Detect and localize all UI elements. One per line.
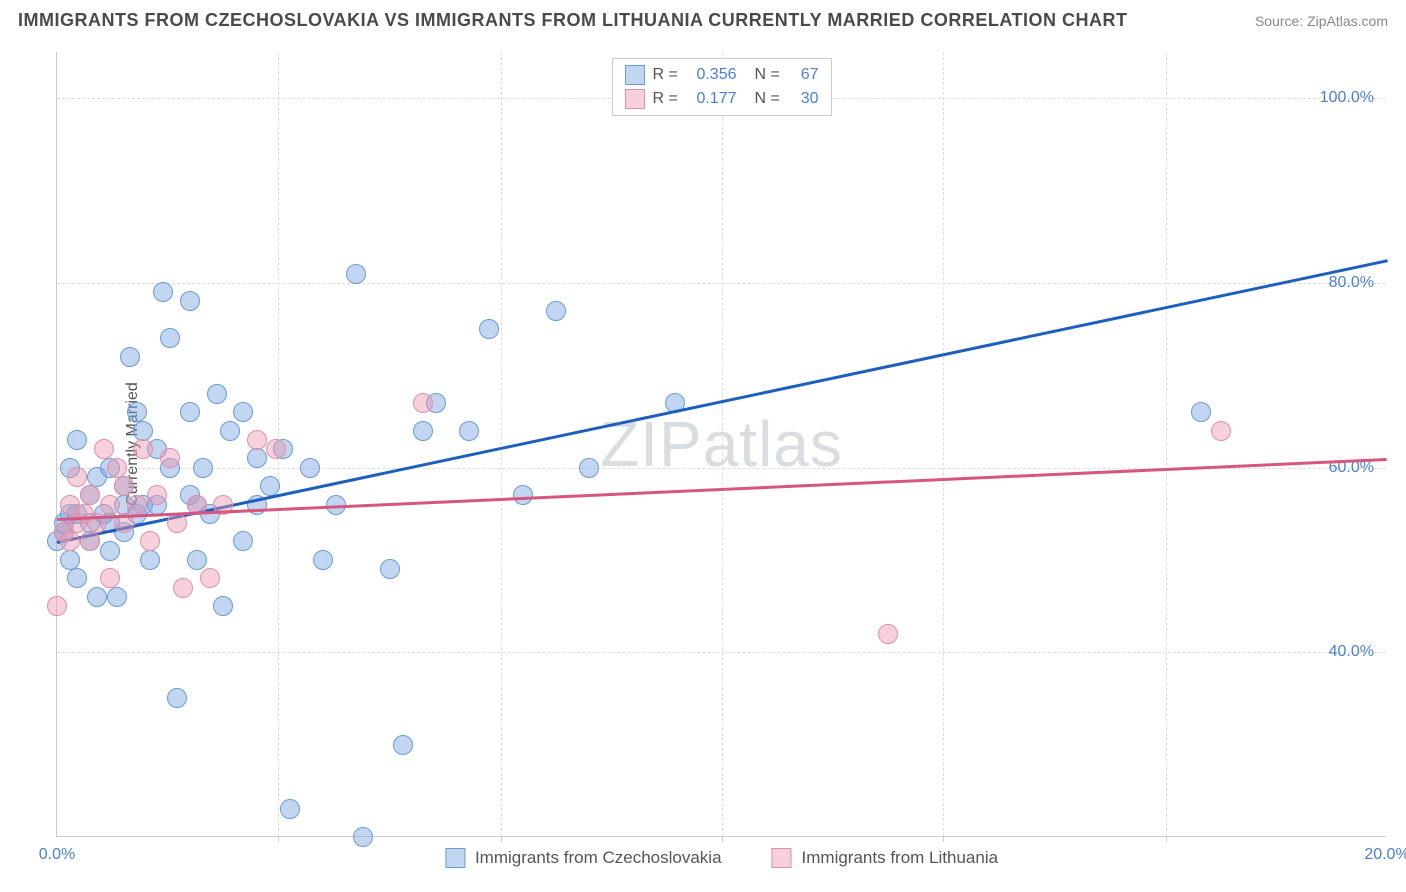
scatter-point (133, 439, 153, 459)
scatter-point (187, 550, 207, 570)
scatter-point (114, 476, 134, 496)
scatter-point (47, 596, 67, 616)
scatter-point (200, 568, 220, 588)
scatter-point (280, 799, 300, 819)
x-tick (278, 836, 279, 842)
scatter-point (213, 596, 233, 616)
scatter-point (180, 291, 200, 311)
legend-item: Immigrants from Lithuania (772, 848, 999, 868)
series-legend: Immigrants from Czechoslovakia Immigrants… (445, 848, 998, 868)
scatter-point (100, 568, 120, 588)
y-tick-label: 100.0% (1320, 89, 1374, 107)
scatter-point (67, 467, 87, 487)
legend-n-value: 30 (791, 90, 819, 108)
scatter-point (513, 485, 533, 505)
scatter-point (247, 448, 267, 468)
scatter-point (353, 827, 373, 847)
scatter-point (220, 421, 240, 441)
gridline-vertical (943, 52, 944, 836)
gridline-vertical (501, 52, 502, 836)
x-tick-label: 20.0% (1364, 846, 1406, 864)
scatter-point (479, 319, 499, 339)
legend-label: Immigrants from Czechoslovakia (475, 848, 722, 868)
scatter-point (413, 393, 433, 413)
scatter-point (1191, 402, 1211, 422)
legend-row: R = 0.356 N = 67 (625, 63, 819, 87)
x-tick (1166, 836, 1167, 842)
scatter-point (67, 568, 87, 588)
source-label: Source: ZipAtlas.com (1255, 13, 1388, 29)
scatter-point (233, 531, 253, 551)
legend-n-label: N = (755, 66, 783, 84)
legend-swatch (625, 65, 645, 85)
legend-swatch (625, 89, 645, 109)
y-tick-label: 80.0% (1329, 274, 1374, 292)
scatter-point (87, 587, 107, 607)
legend-r-label: R = (653, 66, 681, 84)
scatter-point (67, 430, 87, 450)
legend-row: R = 0.177 N = 30 (625, 87, 819, 111)
gridline-vertical (722, 52, 723, 836)
scatter-point (140, 531, 160, 551)
scatter-point (459, 421, 479, 441)
scatter-point (100, 495, 120, 515)
legend-n-label: N = (755, 90, 783, 108)
scatter-point (579, 458, 599, 478)
scatter-point (380, 559, 400, 579)
scatter-point (160, 328, 180, 348)
x-tick (943, 836, 944, 842)
scatter-point (260, 476, 280, 496)
scatter-point (167, 688, 187, 708)
scatter-point (313, 550, 333, 570)
gridline-vertical (1166, 52, 1167, 836)
legend-r-label: R = (653, 90, 681, 108)
scatter-point (266, 439, 286, 459)
scatter-point (107, 458, 127, 478)
scatter-point (207, 384, 227, 404)
x-tick (722, 836, 723, 842)
scatter-point (80, 485, 100, 505)
scatter-point (413, 421, 433, 441)
legend-r-value: 0.177 (689, 90, 737, 108)
chart-area: Currently Married ZIPatlas R =0.356N =67… (56, 52, 1386, 837)
scatter-point (193, 458, 213, 478)
scatter-point (160, 448, 180, 468)
legend-swatch (445, 848, 465, 868)
header: IMMIGRANTS FROM CZECHOSLOVAKIA VS IMMIGR… (0, 0, 1406, 37)
scatter-point (127, 495, 147, 515)
scatter-point (94, 439, 114, 459)
scatter-point (60, 531, 80, 551)
scatter-point (233, 402, 253, 422)
scatter-point (60, 550, 80, 570)
scatter-point (247, 430, 267, 450)
legend-swatch (772, 848, 792, 868)
scatter-point (133, 421, 153, 441)
scatter-point (100, 541, 120, 561)
x-tick-label: 0.0% (39, 846, 75, 864)
x-tick (501, 836, 502, 842)
scatter-point (140, 550, 160, 570)
scatter-point (120, 347, 140, 367)
scatter-point (393, 735, 413, 755)
scatter-point (107, 587, 127, 607)
scatter-point (173, 578, 193, 598)
legend-label: Immigrants from Lithuania (802, 848, 999, 868)
scatter-point (878, 624, 898, 644)
scatter-point (167, 513, 187, 533)
correlation-legend: R = 0.356 N = 67 R = 0.177 N = 30 (612, 58, 832, 116)
scatter-point (127, 402, 147, 422)
chart-title: IMMIGRANTS FROM CZECHOSLOVAKIA VS IMMIGR… (18, 10, 1127, 31)
y-tick-label: 40.0% (1329, 643, 1374, 661)
scatter-point (80, 531, 100, 551)
legend-item: Immigrants from Czechoslovakia (445, 848, 722, 868)
legend-r-value: 0.356 (689, 66, 737, 84)
legend-n-value: 67 (791, 66, 819, 84)
scatter-point (300, 458, 320, 478)
scatter-point (346, 264, 366, 284)
scatter-point (147, 485, 167, 505)
scatter-point (1211, 421, 1231, 441)
scatter-point (153, 282, 173, 302)
scatter-point (546, 301, 566, 321)
scatter-point (180, 402, 200, 422)
